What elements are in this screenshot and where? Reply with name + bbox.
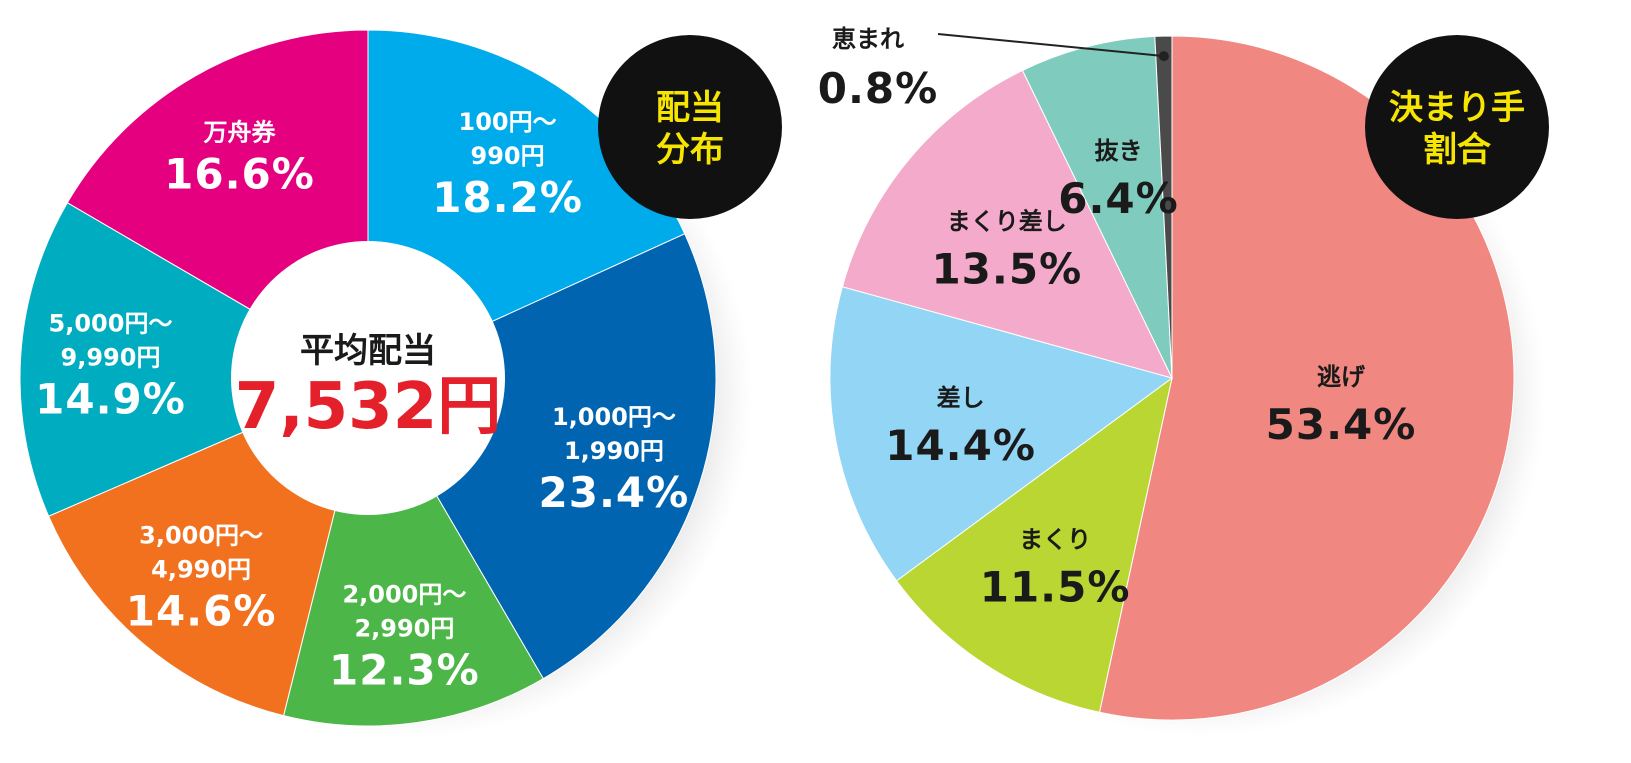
- slice-percent-label: 14.6%: [126, 587, 277, 636]
- pie-slice: [841, 69, 1173, 379]
- pie-slice: [1154, 35, 1173, 379]
- slice-percent-label: 12.3%: [329, 645, 480, 694]
- pie-slice: [895, 376, 1173, 713]
- pie-slice: [829, 286, 1174, 582]
- badge-circle: [598, 35, 782, 219]
- slice-category-label: まくり差し: [947, 207, 1067, 235]
- chart-badge: 配当 分布: [598, 35, 782, 219]
- pie-slice: [1098, 35, 1515, 721]
- slice-category-label: 9,990円: [61, 344, 161, 372]
- pie-slices: [829, 35, 1515, 721]
- pie-slice: [19, 202, 370, 517]
- slice-category-label: 3,000円〜: [139, 522, 263, 550]
- slice-labels: 100円〜 990円 18.2% 1,000円〜 1,990円 23.4% 2,000円〜 2…: [35, 108, 690, 694]
- slice-percent-label: 16.6%: [164, 149, 315, 198]
- callout-leader: [937, 33, 1164, 58]
- badge-line: 割合: [1423, 130, 1491, 170]
- slice-percent-label: 14.4%: [885, 421, 1036, 470]
- slice-category-label: 2,000円〜: [342, 580, 466, 608]
- slice-percent-label: 14.9%: [35, 375, 186, 424]
- winning-move-chart: 逃げ 53.4% まくり 11.5% 差し 14.4% まくり差し 13.5% 抜き 6.4% 恵ま…: [818, 25, 1549, 736]
- slice-category-label: まくり: [1019, 525, 1091, 553]
- slice-labels: 逃げ 53.4% まくり 11.5% 差し 14.4% まくり差し 13.5% 抜き 6.4% 恵ま…: [818, 25, 1417, 611]
- slice-category-label: 万舟券: [204, 118, 277, 146]
- pie-slice: [1021, 35, 1173, 379]
- slice-percent-label: 11.5%: [980, 562, 1131, 611]
- slice-category-label: 逃げ: [1317, 363, 1366, 391]
- slice-percent-label: 0.8%: [818, 64, 938, 113]
- donut-hole: [231, 241, 505, 515]
- slice-percent-label: 13.5%: [931, 244, 1082, 293]
- slice-percent-label: 6.4%: [1058, 174, 1178, 223]
- slice-category-label: 1,990円: [564, 437, 664, 465]
- center-label: 平均配当: [300, 331, 436, 371]
- badge-line: 配当: [656, 88, 724, 128]
- slice-category-label: 4,990円: [151, 556, 251, 584]
- chart-badge: 決まり手 割合: [1365, 35, 1549, 219]
- slice-category-label: 恵まれ: [832, 25, 904, 53]
- slice-percent-label: 53.4%: [1266, 400, 1417, 449]
- slice-category-label: 1,000円〜: [552, 403, 676, 431]
- badge-circle: [1365, 35, 1549, 219]
- slice-percent-label: 18.2%: [432, 173, 583, 222]
- slice-category-label: 2,990円: [354, 614, 454, 642]
- slice-category-label: 100円〜: [459, 108, 557, 136]
- payout-distribution-chart: 平均配当 7,532円 100円〜 990円 18.2% 1,000円〜 1,990円 2…: [19, 29, 782, 738]
- badge-line: 決まり手: [1389, 88, 1525, 128]
- slice-category-label: 990円: [471, 142, 545, 170]
- slice-category-label: 差し: [937, 384, 985, 412]
- slice-category-label: 抜き: [1095, 137, 1143, 165]
- slice-category-label: 5,000円〜: [49, 310, 173, 338]
- slice-percent-label: 23.4%: [539, 468, 690, 517]
- average-payout-value: 7,532円: [235, 370, 501, 444]
- badge-line: 分布: [656, 130, 724, 170]
